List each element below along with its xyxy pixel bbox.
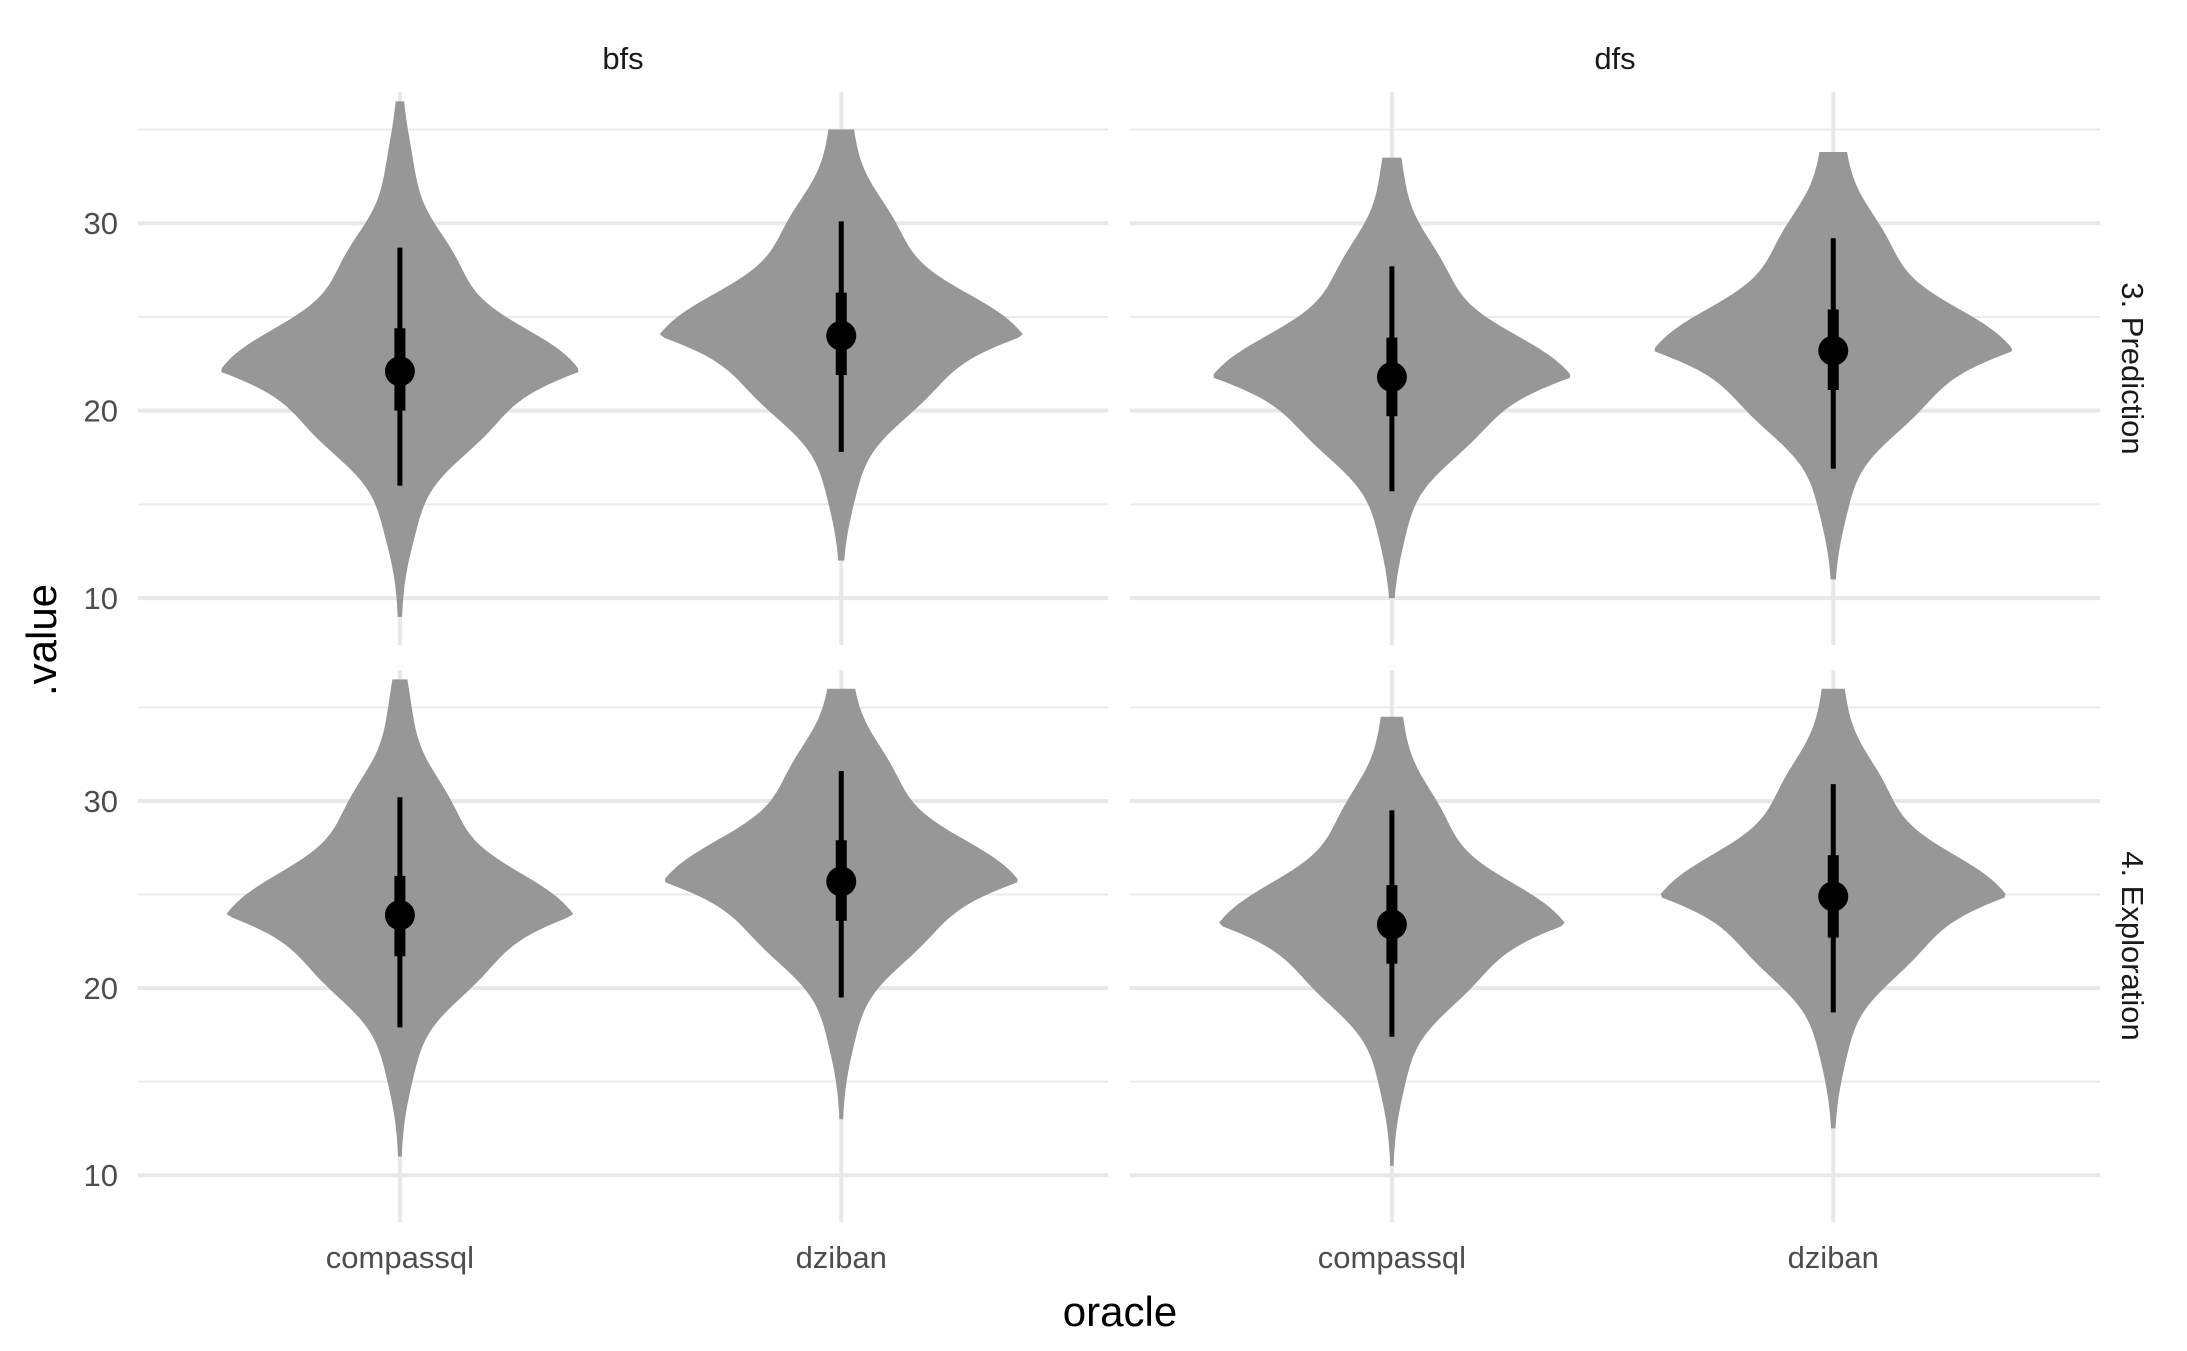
facet-column-label-bfs: bfs bbox=[602, 41, 643, 76]
y-axis-title: .value bbox=[18, 584, 65, 696]
facet-row-label-4-exploration: 4. Exploration bbox=[2115, 851, 2150, 1041]
median-point-3-prediction-dfs-compassql bbox=[1376, 361, 1407, 392]
violin-layer bbox=[221, 101, 2012, 1166]
median-point-3-prediction-bfs-compassql bbox=[384, 356, 415, 387]
facet-column-label-dfs: dfs bbox=[1594, 41, 1635, 76]
median-point-3-prediction-bfs-dziban bbox=[826, 320, 857, 351]
x-tick-label-dziban: dziban bbox=[1788, 1240, 1879, 1275]
y-tick-label: 30 bbox=[84, 206, 118, 241]
y-tick-label: 10 bbox=[84, 1158, 118, 1193]
x-tick-label-compassql: compassql bbox=[326, 1240, 474, 1275]
median-point-4-exploration-dfs-compassql bbox=[1376, 909, 1407, 940]
x-axis-title: oracle bbox=[1063, 1288, 1177, 1335]
y-tick-label: 30 bbox=[84, 784, 118, 819]
x-tick-label-dziban: dziban bbox=[796, 1240, 887, 1275]
y-tick-label: 20 bbox=[84, 394, 118, 429]
y-tick-label: 20 bbox=[84, 971, 118, 1006]
interval-layer bbox=[384, 221, 1849, 1037]
x-tick-label-compassql: compassql bbox=[1318, 1240, 1466, 1275]
median-point-3-prediction-dfs-dziban bbox=[1818, 335, 1849, 366]
median-point-4-exploration-dfs-dziban bbox=[1818, 881, 1849, 912]
facet-row-label-3-prediction: 3. Prediction bbox=[2115, 282, 2150, 454]
y-tick-label: 10 bbox=[84, 581, 118, 616]
label-layer: oracle .value 10 20 30 10 20 30 compassql dziba… bbox=[18, 41, 2150, 1335]
median-point-4-exploration-bfs-compassql bbox=[384, 900, 415, 931]
median-point-4-exploration-bfs-dziban bbox=[826, 866, 857, 897]
